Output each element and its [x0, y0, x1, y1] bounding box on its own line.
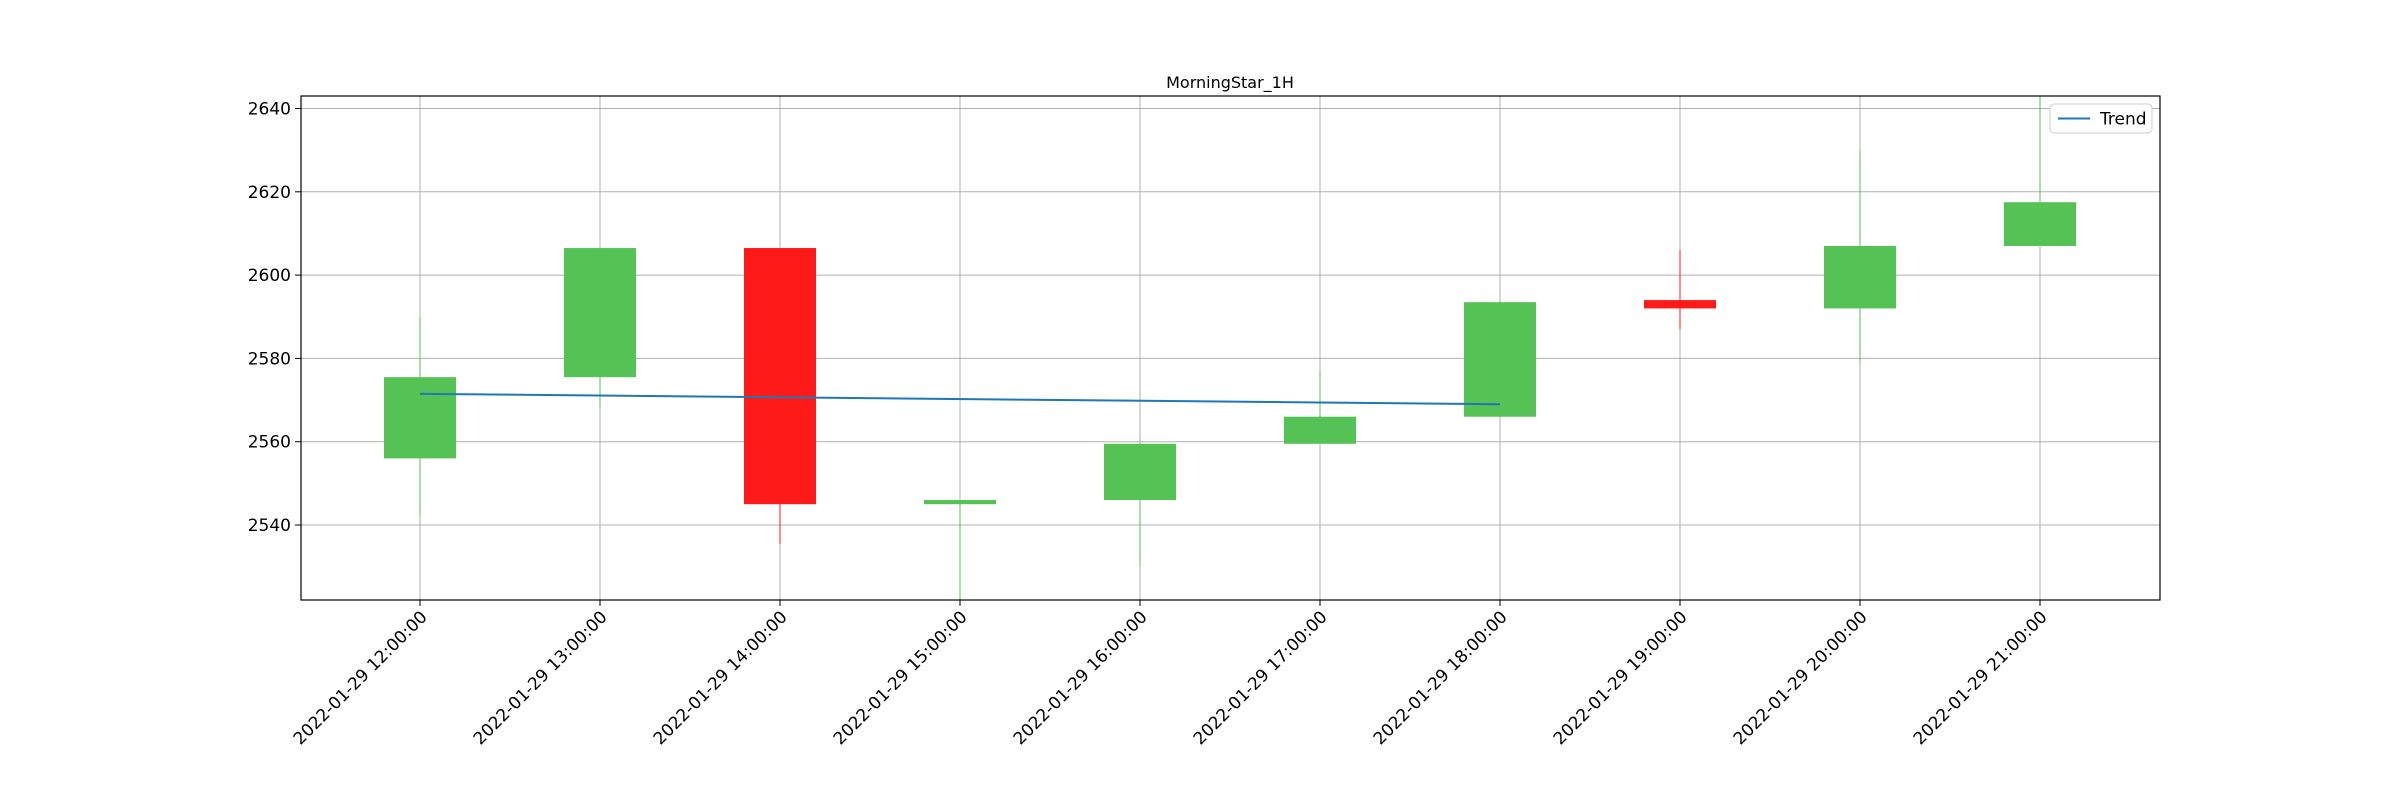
trend-line-0 [419, 392, 1501, 406]
candle-body-1 [564, 248, 636, 378]
legend-label-trend: Trend [2099, 110, 2147, 130]
x-tick-label-3: 2022-01-29 15:00:00 [830, 607, 972, 749]
candle-body-2 [744, 248, 816, 505]
candle-body-9 [2004, 202, 2076, 246]
y-tick-label-2: 2580 [248, 349, 291, 369]
series-lines [419, 392, 1501, 406]
x-tick-label-5: 2022-01-29 17:00:00 [1190, 607, 1332, 749]
legend-box [2049, 103, 2153, 134]
legend: Trend [2049, 103, 2153, 134]
y-tick-label-0: 2540 [248, 516, 291, 536]
y-tick-label-1: 2560 [248, 433, 291, 453]
x-tick-label-4: 2022-01-29 16:00:00 [1010, 607, 1152, 749]
x-tick-label-9: 2022-01-29 21:00:00 [1910, 607, 2052, 749]
y-axis: 2540 2560 2580 2600 2620 2640 [248, 99, 301, 536]
candles [384, 96, 2076, 600]
x-tick-label-0: 2022-01-29 12:00:00 [290, 607, 432, 749]
candle-body-6 [1464, 302, 1536, 417]
candle-body-7 [1644, 300, 1716, 309]
x-tick-label-8: 2022-01-29 20:00:00 [1730, 607, 1872, 749]
x-tick-label-7: 2022-01-29 19:00:00 [1550, 607, 1692, 749]
x-tick-label-2: 2022-01-29 14:00:00 [650, 607, 792, 749]
plot-frame [300, 95, 2161, 601]
y-tick-label-3: 2600 [248, 266, 291, 286]
candle-body-3 [924, 500, 996, 505]
y-tick-label-5: 2640 [248, 99, 291, 119]
candle-body-8 [1824, 245, 1896, 309]
x-tick-label-1: 2022-01-29 13:00:00 [470, 607, 612, 749]
x-tick-label-6: 2022-01-29 18:00:00 [1370, 607, 1512, 749]
candle-body-5 [1284, 416, 1356, 444]
candle-body-4 [1104, 443, 1176, 501]
chart-title: MorningStar_1H [1166, 73, 1294, 93]
y-tick-label-4: 2620 [248, 183, 291, 203]
candle-body-0 [384, 377, 456, 459]
x-axis: 2022-01-29 12:00:00 2022-01-29 13:00:00 20… [290, 600, 2052, 749]
